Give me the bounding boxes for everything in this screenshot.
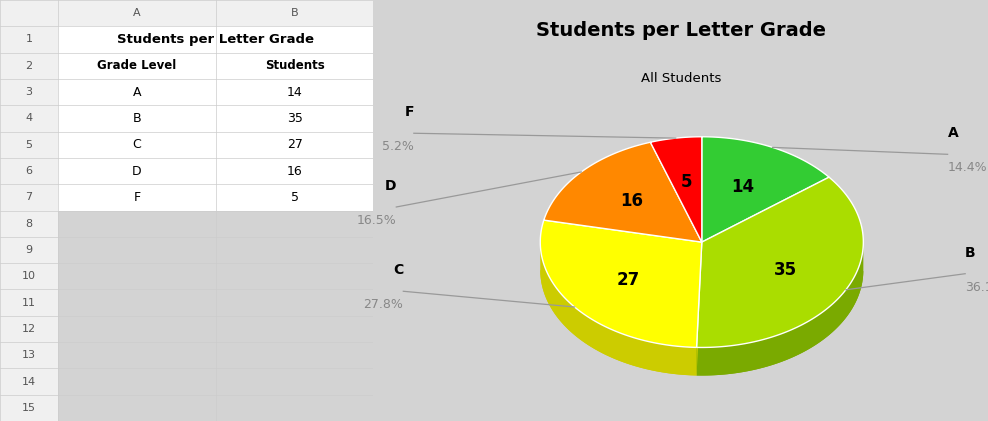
Text: 10: 10 <box>22 271 36 281</box>
Text: All Students: All Students <box>640 72 721 85</box>
Polygon shape <box>540 242 697 376</box>
Text: Students per Letter Grade: Students per Letter Grade <box>535 21 826 40</box>
Text: Students: Students <box>265 59 324 72</box>
Polygon shape <box>650 137 701 242</box>
Polygon shape <box>697 242 701 376</box>
Text: 13: 13 <box>22 350 36 360</box>
Text: C: C <box>393 263 403 277</box>
Text: 8: 8 <box>26 218 33 229</box>
Text: 5: 5 <box>290 191 298 204</box>
Text: 35: 35 <box>287 112 302 125</box>
Text: Grade Level: Grade Level <box>97 59 177 72</box>
Text: 11: 11 <box>22 298 36 308</box>
Text: 27.8%: 27.8% <box>364 298 403 311</box>
Text: B: B <box>290 8 298 18</box>
Polygon shape <box>697 242 864 376</box>
Polygon shape <box>697 177 864 347</box>
Text: 35: 35 <box>774 261 797 279</box>
Text: 16.5%: 16.5% <box>357 214 396 227</box>
Text: 16: 16 <box>620 192 643 210</box>
Bar <box>0 0 373 26</box>
Text: 2: 2 <box>26 61 33 71</box>
Text: A: A <box>947 126 958 140</box>
Text: 14: 14 <box>287 85 302 99</box>
Polygon shape <box>540 270 701 376</box>
Polygon shape <box>543 142 701 242</box>
Text: 7: 7 <box>26 192 33 203</box>
Text: A: A <box>132 85 141 99</box>
Text: B: B <box>965 246 976 260</box>
Bar <box>58 26 373 210</box>
Text: B: B <box>132 112 141 125</box>
Text: D: D <box>384 179 396 193</box>
Text: 36.1%: 36.1% <box>965 281 988 294</box>
Text: D: D <box>132 165 141 178</box>
Text: F: F <box>133 191 140 204</box>
Bar <box>0 0 58 421</box>
Text: C: C <box>132 138 141 151</box>
Text: 27: 27 <box>617 271 639 289</box>
Text: 14: 14 <box>731 178 755 196</box>
Polygon shape <box>697 242 701 376</box>
Text: 14: 14 <box>22 376 36 386</box>
Polygon shape <box>701 137 829 242</box>
Text: A: A <box>133 8 140 18</box>
Text: 4: 4 <box>26 113 33 123</box>
Polygon shape <box>540 220 701 347</box>
Text: 27: 27 <box>287 138 302 151</box>
Polygon shape <box>697 270 864 376</box>
Text: 5.2%: 5.2% <box>382 140 414 153</box>
Text: F: F <box>404 105 414 119</box>
Bar <box>58 210 373 421</box>
Text: 5: 5 <box>26 140 33 150</box>
Text: 15: 15 <box>22 403 36 413</box>
Text: 1: 1 <box>26 35 33 45</box>
Text: 3: 3 <box>26 87 33 97</box>
Text: 12: 12 <box>22 324 36 334</box>
Text: 5: 5 <box>681 173 693 191</box>
Text: Students per Letter Grade: Students per Letter Grade <box>118 33 314 46</box>
Text: 6: 6 <box>26 166 33 176</box>
Text: 14.4%: 14.4% <box>947 161 987 174</box>
Text: 9: 9 <box>26 245 33 255</box>
Text: 16: 16 <box>287 165 302 178</box>
